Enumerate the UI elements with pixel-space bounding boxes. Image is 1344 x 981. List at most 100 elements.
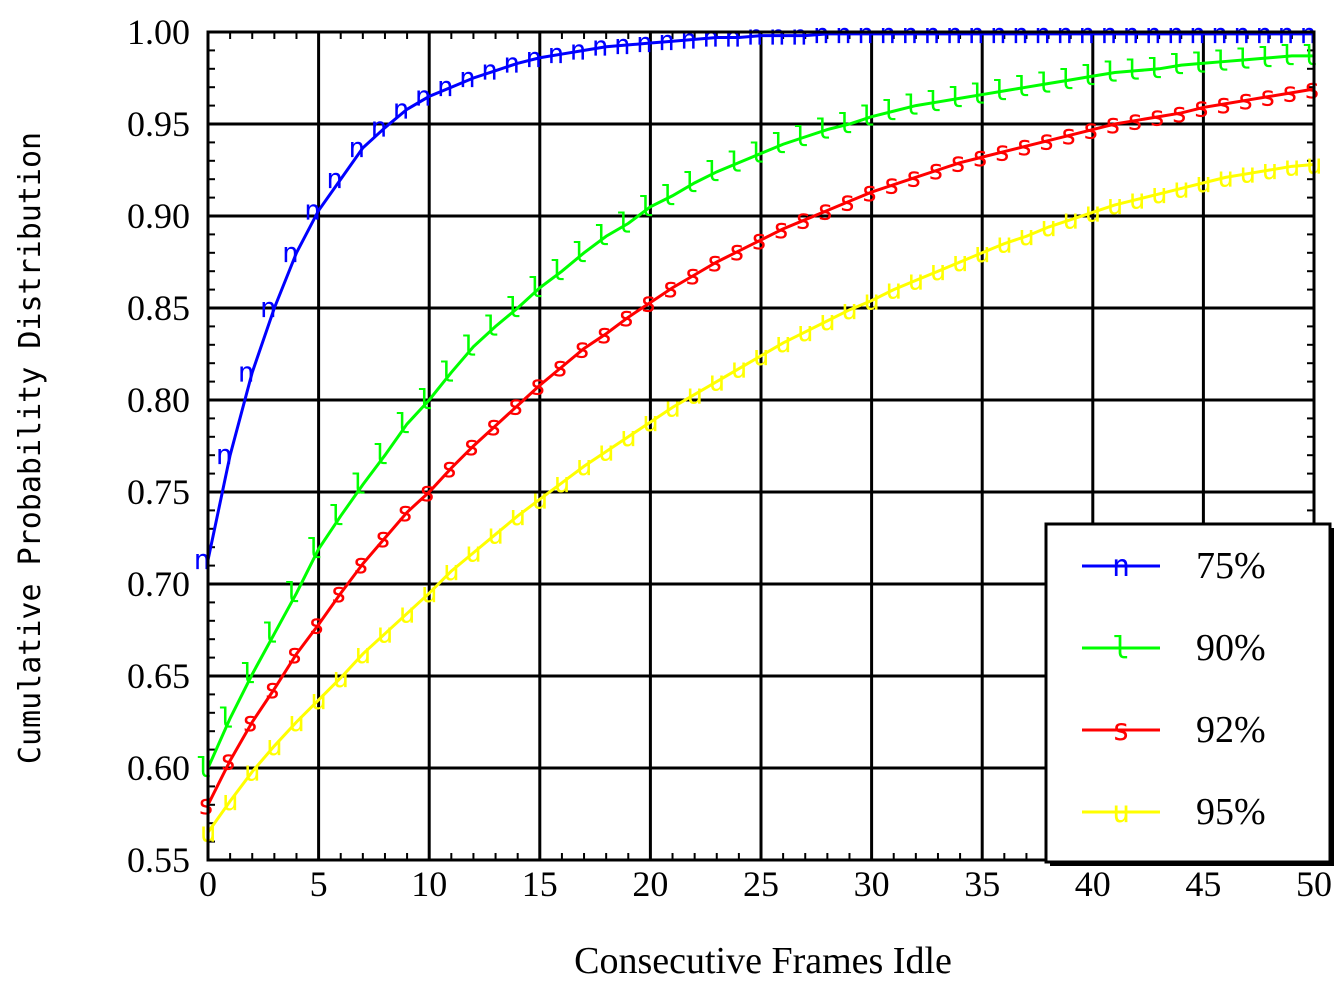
data-point-marker: n	[348, 131, 365, 164]
data-point-marker: l	[461, 330, 478, 363]
x-tick-label: 40	[1075, 864, 1111, 904]
data-point-marker: u	[421, 576, 438, 609]
data-point-marker: l	[218, 701, 235, 734]
data-point-marker: n	[282, 236, 299, 269]
data-point-marker: l	[1080, 59, 1097, 92]
y-tick-label: 0.80	[127, 380, 190, 420]
data-point-marker: u	[553, 466, 570, 499]
data-point-marker: l	[859, 100, 876, 133]
data-point-marker: s	[529, 368, 546, 401]
data-point-marker: n	[194, 543, 211, 576]
data-point-marker: l	[306, 532, 323, 565]
data-point-marker: s	[905, 160, 922, 193]
x-tick-label: 35	[964, 864, 1000, 904]
y-tick-label: 0.75	[127, 472, 190, 512]
data-point-marker: n	[769, 19, 786, 52]
data-point-marker: s	[419, 475, 436, 508]
data-point-marker: s	[883, 168, 900, 201]
data-point-marker: u	[841, 293, 858, 326]
y-tick-label: 0.70	[127, 564, 190, 604]
data-point-marker: u	[730, 352, 747, 385]
data-point-marker: s	[662, 271, 679, 304]
data-point-marker: s	[1281, 76, 1298, 109]
x-axis-title: Consecutive Frames Idle	[574, 940, 952, 981]
data-point-marker: s	[950, 146, 967, 179]
y-tick-label: 0.90	[127, 196, 190, 236]
data-point-marker: u	[620, 420, 637, 453]
data-point-marker: s	[574, 331, 591, 364]
data-point-marker: u	[1040, 210, 1057, 243]
data-point-marker: s	[1060, 118, 1077, 151]
data-point-marker: s	[397, 495, 414, 528]
data-point-marker: s	[1171, 96, 1188, 129]
data-point-marker: s	[507, 389, 524, 422]
data-point-marker: l	[1036, 67, 1053, 100]
data-point-marker: s	[330, 576, 347, 609]
data-point-marker: s	[1193, 90, 1210, 123]
data-point-marker: n	[503, 46, 520, 79]
data-point-marker: s	[1215, 87, 1232, 120]
data-point-marker: s	[773, 212, 790, 245]
data-point-marker: u	[753, 339, 770, 372]
data-point-marker: u	[907, 263, 924, 296]
data-point-marker: u	[930, 254, 947, 287]
data-point-marker: u	[222, 784, 239, 817]
data-point-marker: l	[439, 355, 456, 388]
x-tick-label: 45	[1185, 864, 1221, 904]
y-tick-label: 1.00	[127, 12, 190, 52]
data-point-marker: l	[1147, 52, 1164, 85]
data-point-marker: s	[352, 547, 369, 580]
data-point-marker: l	[616, 206, 633, 239]
data-point-marker: n	[592, 30, 609, 63]
legend-label: 92%	[1196, 709, 1266, 751]
data-point-marker: n	[481, 54, 498, 87]
legend-label: 95%	[1196, 791, 1266, 833]
data-point-marker: l	[572, 236, 589, 269]
data-point-marker: s	[242, 705, 259, 738]
data-point-marker: u	[1062, 203, 1079, 236]
data-point-marker: l	[527, 271, 544, 304]
data-point-marker: l	[417, 383, 434, 416]
data-point-marker: u	[465, 536, 482, 569]
legend-marker: l	[1112, 631, 1130, 666]
series-line	[206, 54, 1314, 769]
data-point-marker: u	[1261, 153, 1278, 186]
y-axis-title: Cumulative Probability Distribution	[13, 132, 48, 764]
data-point-marker: l	[1191, 46, 1208, 79]
data-point-marker: s	[375, 521, 392, 554]
data-point-marker: s	[1038, 124, 1055, 157]
data-point-marker: l	[992, 74, 1009, 107]
data-point-marker: u	[996, 227, 1013, 260]
data-point-marker: n	[658, 24, 675, 57]
y-tick-label: 0.60	[127, 748, 190, 788]
data-point-marker: s	[1237, 83, 1254, 116]
legend-marker: n	[1112, 549, 1130, 584]
data-point-marker: u	[1084, 195, 1101, 228]
data-point-marker: l	[970, 78, 987, 111]
data-point-marker: s	[839, 184, 856, 217]
data-point-marker: l	[483, 309, 500, 342]
data-point-marker: l	[682, 166, 699, 199]
data-point-marker: u	[576, 449, 593, 482]
data-point-marker: n	[393, 92, 410, 125]
data-point-marker: u	[686, 377, 703, 410]
data-point-marker: l	[505, 291, 522, 324]
data-point-marker: u	[310, 683, 327, 716]
data-point-marker: s	[972, 140, 989, 173]
data-point-marker: l	[262, 617, 279, 650]
data-point-marker: l	[1257, 41, 1274, 74]
data-point-marker: l	[549, 254, 566, 287]
data-point-marker: u	[399, 596, 416, 629]
data-point-marker: s	[551, 350, 568, 383]
data-point-marker: l	[350, 468, 367, 501]
data-point-marker: s	[751, 223, 768, 256]
x-tick-label: 5	[310, 864, 328, 904]
data-point-marker: u	[952, 245, 969, 278]
data-point-marker: u	[885, 273, 902, 306]
data-point-marker: l	[1213, 44, 1230, 77]
data-point-marker: l	[660, 179, 677, 212]
data-point-marker: n	[304, 193, 321, 226]
data-point-marker: l	[837, 107, 854, 140]
